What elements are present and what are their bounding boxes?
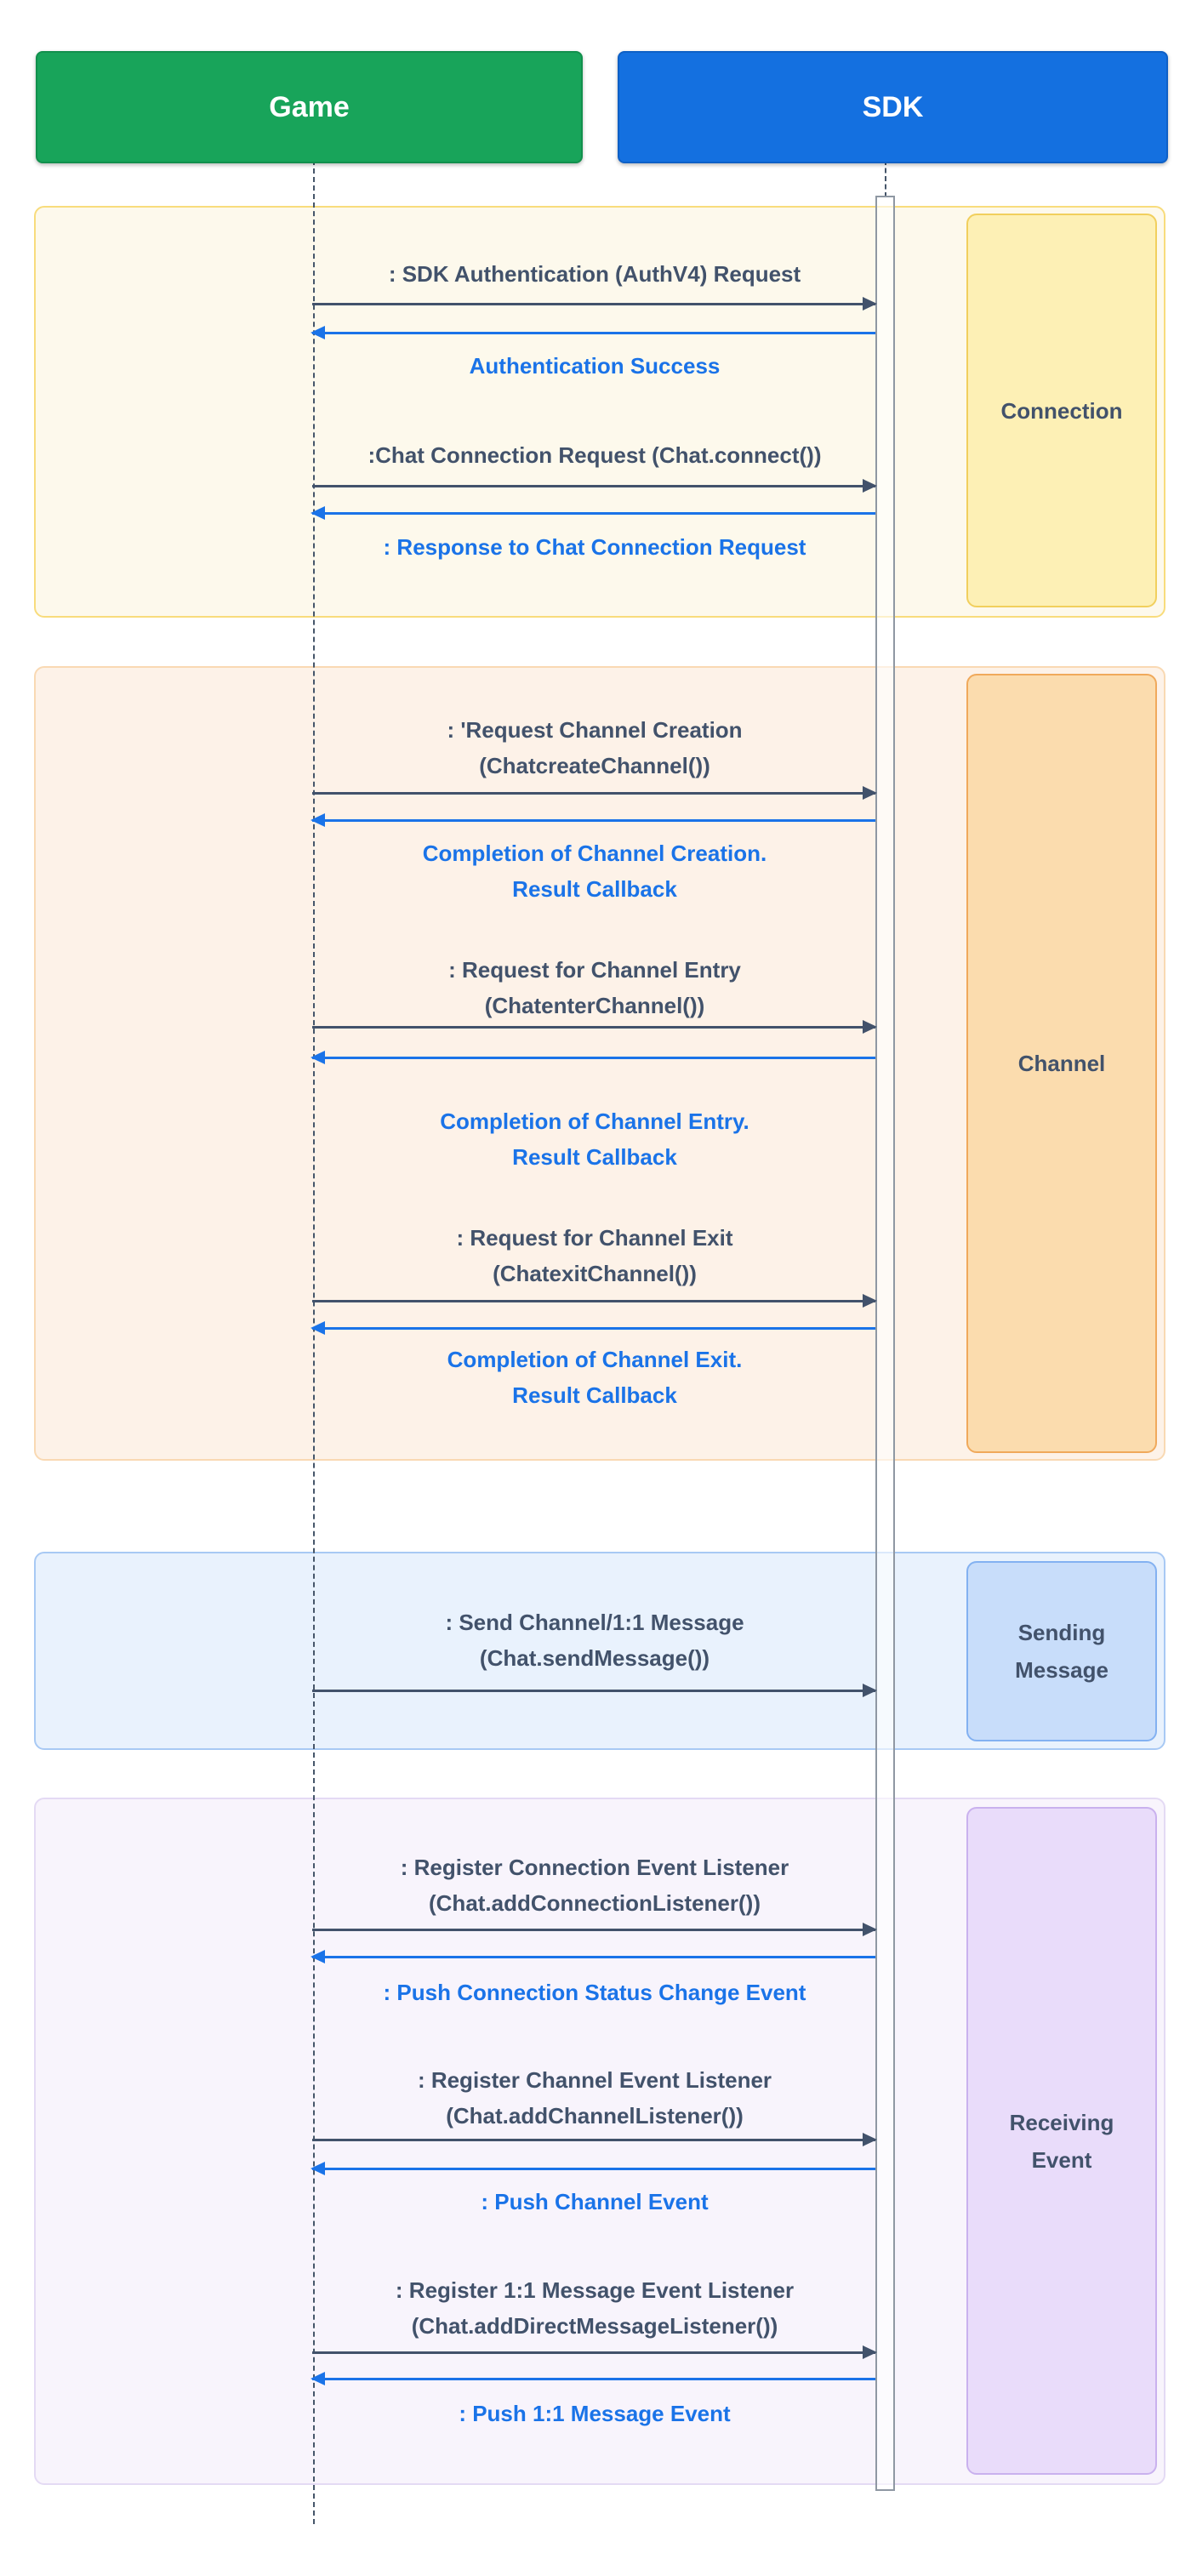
message-line: Completion of Channel Creation. [422,841,767,866]
actor-sdk-label: SDK [862,90,924,123]
message-label: : 'Request Channel Creation (ChatcreateC… [314,712,875,784]
message-label: : Register Channel Event Listener (Chat.… [314,2062,875,2134]
message-label: Completion of Channel Entry. Result Call… [314,1103,875,1175]
message-label: : Request for Channel Exit (ChatexitChan… [314,1220,875,1291]
response-arrow [311,1321,875,1335]
actor-sdk: SDK [618,51,1168,163]
message-line: : Request for Channel Exit [456,1225,733,1251]
request-arrow [312,1684,877,1697]
message-line: (ChatexitChannel()) [493,1261,697,1286]
request-arrow [312,2133,877,2146]
response-arrow [311,326,875,339]
message-label: Authentication Success [314,348,875,384]
message-line: Result Callback [512,1382,677,1408]
game-lifeline [313,160,315,2524]
message-label: : Push 1:1 Message Event [314,2396,875,2431]
message-line: Authentication Success [469,353,721,379]
request-arrow [312,2345,877,2359]
message-line: : SDK Authentication (AuthV4) Request [388,261,801,287]
message-label: : Send Channel/1:1 Message (Chat.sendMes… [314,1604,875,1676]
message-label: : Push Channel Event [314,2184,875,2220]
request-arrow [312,297,877,311]
request-arrow [312,1020,877,1034]
message-line: (Chat.sendMessage()) [479,1645,710,1671]
section-label-text: Sending [1017,1620,1106,1645]
message-label: : Push Connection Status Change Event [314,1975,875,2010]
section-label-channel: Channel [966,674,1157,1453]
message-line: : Register Channel Event Listener [417,2067,772,2093]
section-label-text: Event [1031,2146,1092,2173]
section-label-connection: Connection [966,214,1157,607]
response-arrow [311,506,875,520]
response-arrow [311,813,875,827]
request-arrow [312,1294,877,1308]
message-line: (ChatcreateChannel()) [479,753,710,778]
actor-game: Game [36,51,583,163]
message-label: :Chat Connection Request (Chat.connect()… [314,437,875,473]
request-arrow [312,786,877,800]
section-label-receiving-event: Receiving Event [966,1807,1157,2475]
section-label-text: Receiving [1009,2109,1114,2135]
message-line: (Chat.addChannelListener()) [446,2103,744,2129]
response-arrow [311,2162,875,2175]
response-arrow [311,1950,875,1963]
message-line: Result Callback [512,1144,677,1170]
message-line: : Push Connection Status Change Event [383,1980,806,2005]
message-label: Completion of Channel Exit. Result Callb… [314,1342,875,1413]
message-line: : Response to Chat Connection Request [383,534,806,560]
section-label-text: Message [1015,1657,1108,1683]
message-line: : Request for Channel Entry [448,957,741,983]
sdk-lifeline [885,160,886,197]
message-line: : Push Channel Event [481,2189,709,2214]
message-line: Completion of Channel Entry. [440,1108,749,1134]
response-arrow [311,1051,875,1064]
message-label: : SDK Authentication (AuthV4) Request [314,256,875,292]
request-arrow [312,1923,877,1936]
message-line: : Register Connection Event Listener [400,1855,789,1880]
message-line: (Chat.addConnectionListener()) [429,1890,761,1916]
section-label-sending-message: Sending Message [966,1561,1157,1741]
message-label: : Response to Chat Connection Request [314,529,875,565]
message-label: : Request for Channel Entry (ChatenterCh… [314,952,875,1023]
message-label: Completion of Channel Creation. Result C… [314,835,875,907]
message-line: (ChatenterChannel()) [484,993,705,1018]
response-arrow [311,2372,875,2385]
request-arrow [312,479,877,493]
message-line: (Chat.addDirectMessageListener()) [411,2313,778,2339]
section-label-text: Connection [1000,397,1123,424]
message-line: : Send Channel/1:1 Message [445,1610,744,1635]
message-line: :Chat Connection Request (Chat.connect()… [368,442,822,468]
actor-game-label: Game [269,90,350,123]
message-label: : Register 1:1 Message Event Listener (C… [314,2272,875,2344]
message-line: : Register 1:1 Message Event Listener [395,2277,795,2303]
message-line: : 'Request Channel Creation [447,717,743,743]
sdk-activation-bar [875,196,895,2491]
message-line: : Push 1:1 Message Event [459,2401,731,2426]
message-label: : Register Connection Event Listener (Ch… [314,1849,875,1921]
section-label-text: Channel [1017,1051,1106,1076]
message-line: Completion of Channel Exit. [447,1347,743,1372]
message-line: Result Callback [512,876,677,902]
